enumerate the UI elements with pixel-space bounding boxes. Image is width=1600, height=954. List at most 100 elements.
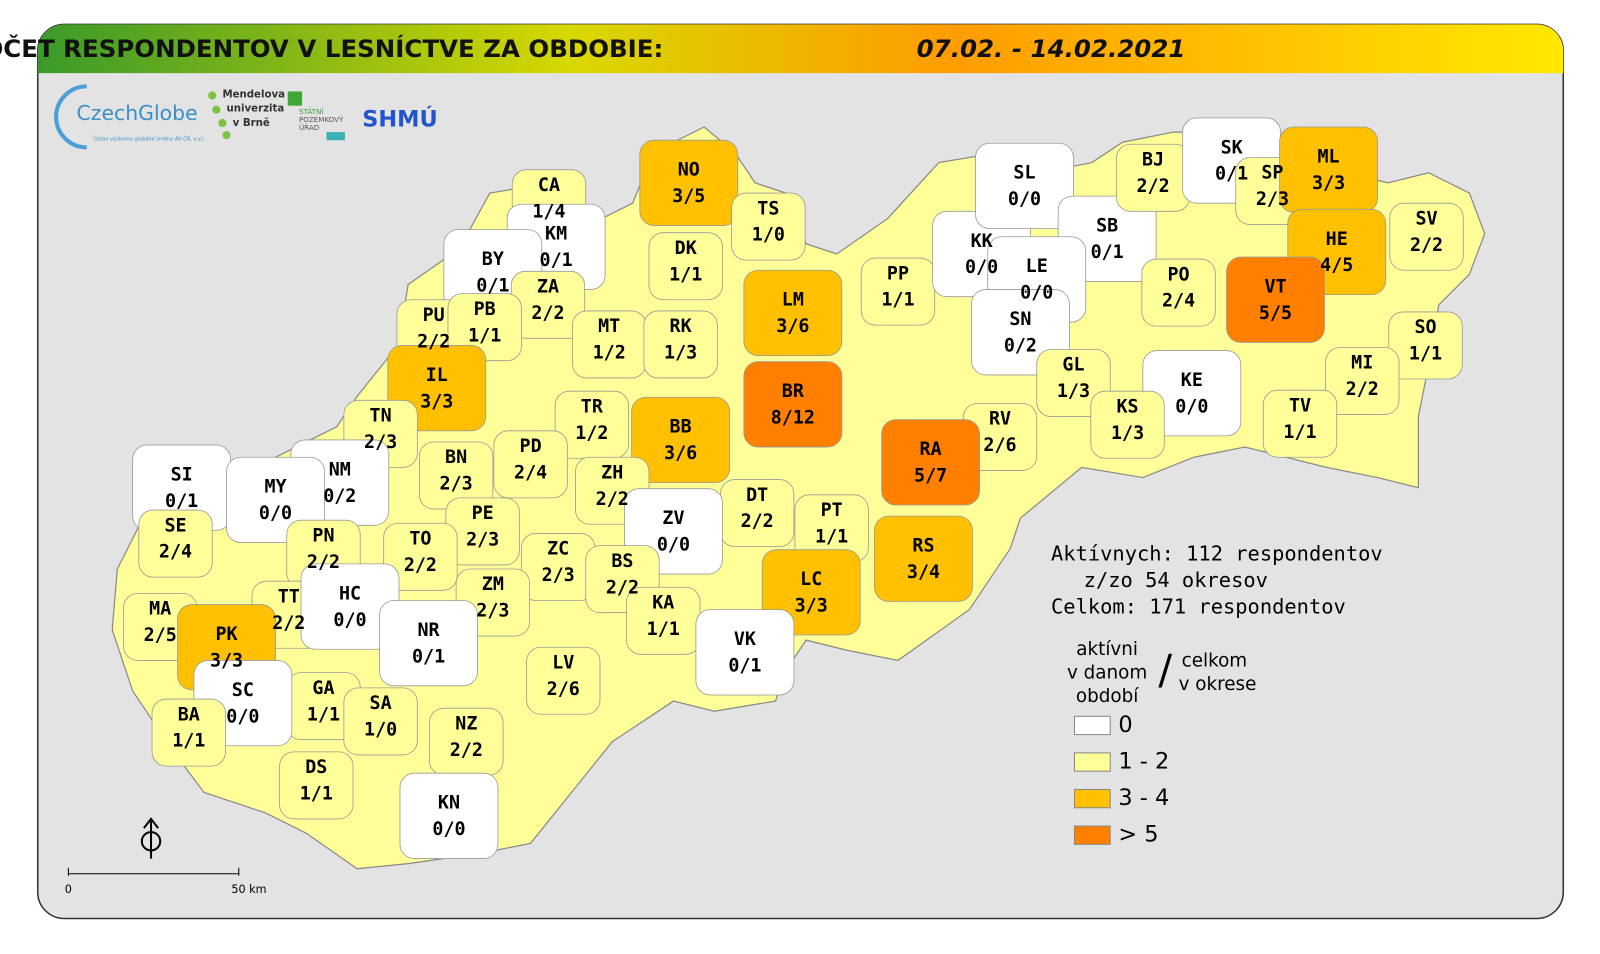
- district-value: 1/4: [532, 201, 565, 222]
- district-code: BJ: [1142, 150, 1164, 171]
- district-code: LM: [782, 290, 804, 311]
- district-code: VK: [734, 629, 756, 650]
- district-value: 0/1: [412, 646, 445, 667]
- district-area: [138, 509, 213, 578]
- district-code: IL: [426, 365, 448, 386]
- district-code: ZV: [662, 508, 684, 529]
- district-area: [1279, 126, 1378, 213]
- district-code: MT: [598, 316, 620, 337]
- district-value: 0/0: [259, 503, 292, 524]
- legend-label: 1 - 2: [1118, 749, 1169, 775]
- district-value: 2/4: [159, 542, 192, 563]
- district-code: RS: [912, 536, 934, 557]
- district-value: 0/1: [165, 491, 198, 512]
- scale-end: 50 km: [231, 883, 266, 896]
- district-value: 0/0: [1020, 283, 1053, 304]
- logo-mendel: v Brně: [233, 117, 270, 129]
- legend-swatch: [1073, 715, 1111, 736]
- district-code: KE: [1181, 370, 1203, 391]
- legend-swatch: [1073, 825, 1111, 845]
- district-value: 2/2: [596, 489, 629, 510]
- district-code: GL: [1062, 355, 1084, 376]
- district-value: 0/1: [476, 276, 509, 297]
- district-value: 2/2: [741, 511, 774, 532]
- district-value: 0/0: [333, 610, 366, 631]
- district-area: [874, 515, 973, 602]
- district-area: [1226, 256, 1325, 343]
- logo-spu: ÚŘAD: [299, 123, 320, 132]
- district-value: 0/0: [965, 257, 998, 278]
- district-code: SP: [1261, 163, 1283, 184]
- district-code: SI: [171, 465, 193, 486]
- district-area: [743, 361, 843, 448]
- district-code: NR: [418, 620, 441, 641]
- district-code: DT: [746, 485, 768, 506]
- district-area: [975, 142, 1074, 230]
- district-value: 3/6: [776, 316, 809, 337]
- district-value: 2/2: [1346, 379, 1379, 400]
- district-value: 1/1: [307, 704, 340, 725]
- district-code: PB: [474, 299, 496, 320]
- legend-swatch: [1073, 788, 1111, 809]
- district-code: MA: [149, 599, 171, 620]
- district-value: 1/0: [752, 225, 785, 246]
- district-area: [151, 698, 226, 767]
- district-code: BS: [611, 551, 633, 572]
- district-code: KM: [545, 224, 567, 245]
- district-code: PU: [423, 305, 445, 326]
- district-code: SA: [370, 693, 392, 714]
- legend-left: období: [1076, 686, 1139, 707]
- district-value: 2/6: [547, 679, 580, 700]
- district-code: SC: [232, 680, 254, 701]
- district-value: 1/1: [1283, 422, 1316, 443]
- district-value: 2/3: [542, 565, 575, 586]
- district-value: 5/7: [914, 466, 947, 487]
- district-code: ZA: [537, 277, 559, 298]
- logos: CzechGlobe Ústav výzkumu globální změny …: [54, 84, 438, 150]
- district-code: HE: [1326, 229, 1348, 250]
- district-value: 0/1: [1215, 164, 1248, 185]
- stat-districts: z/zo 54 okresov: [1084, 568, 1268, 592]
- legend-label: 0: [1118, 712, 1132, 738]
- district-code: PT: [821, 500, 843, 521]
- district-code: TT: [278, 586, 300, 607]
- district-value: 0/2: [323, 486, 356, 507]
- district-value: 8/12: [771, 408, 815, 429]
- district-code: RV: [989, 409, 1011, 430]
- district-code: SN: [1009, 309, 1031, 330]
- district-value: 3/3: [210, 650, 243, 671]
- district-value: 2/4: [1162, 291, 1195, 312]
- district-code: KK: [971, 231, 993, 252]
- district-code: SL: [1013, 163, 1035, 184]
- district-area: [643, 310, 718, 379]
- scale-bar: 0 50 km: [65, 867, 267, 896]
- district-area: [343, 687, 418, 756]
- district-code: HC: [339, 583, 361, 604]
- district-area: [493, 430, 568, 499]
- district-code: TR: [581, 396, 604, 417]
- district-area: [631, 396, 730, 484]
- district-area: [743, 269, 843, 357]
- district-code: DS: [305, 757, 327, 778]
- title-date: 07.02. - 14.02.2021: [917, 34, 1186, 63]
- district-code: TV: [1289, 395, 1311, 416]
- district-value: 1/1: [1409, 344, 1442, 365]
- district-value: 2/2: [417, 331, 450, 352]
- stat-total: Celkom: 171 respondentov: [1051, 595, 1346, 619]
- district-value: 0/0: [657, 535, 690, 556]
- district-value: 0/0: [1175, 396, 1208, 417]
- district-value: 0/0: [1008, 189, 1041, 210]
- district-code: MI: [1351, 353, 1373, 374]
- district-area: [648, 232, 723, 301]
- district-value: 1/1: [815, 527, 848, 548]
- district-value: 2/3: [364, 432, 397, 453]
- district-value: 3/5: [672, 186, 705, 207]
- district-code: ML: [1318, 147, 1340, 168]
- scale-start: 0: [65, 883, 72, 896]
- logo-mendel: univerzita: [227, 104, 285, 115]
- district-value: 2/3: [466, 530, 499, 551]
- district-code: BA: [178, 704, 200, 725]
- district-code: TS: [757, 198, 779, 219]
- district-value: 4/5: [1320, 255, 1353, 276]
- district-value: 2/2: [1136, 176, 1169, 197]
